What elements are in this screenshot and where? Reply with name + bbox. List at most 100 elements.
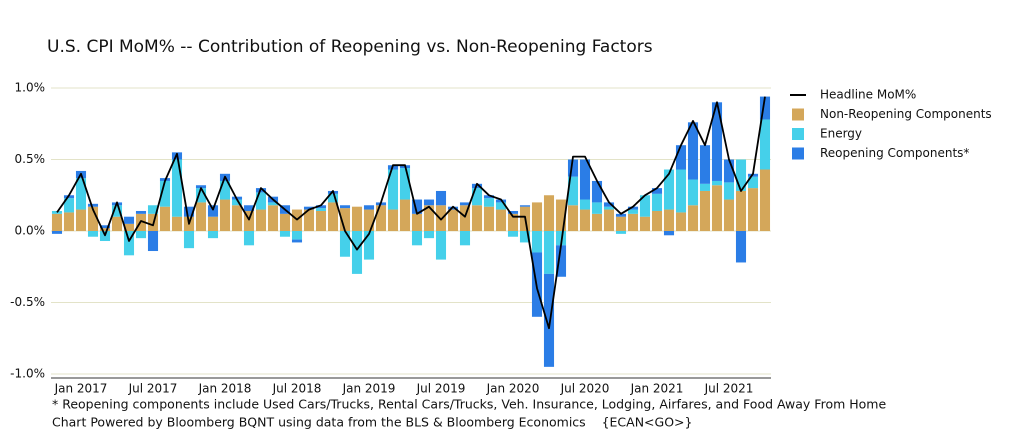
bar-segment — [423, 231, 435, 239]
bar-segment — [759, 169, 771, 231]
bar-segment — [603, 202, 615, 207]
bar-segment — [495, 209, 507, 231]
bar-segment — [483, 206, 495, 231]
bar-segment — [303, 206, 315, 210]
bar-segment — [543, 195, 555, 231]
bar-segment — [435, 205, 447, 231]
bar-segment — [735, 190, 747, 231]
bar-segment — [207, 216, 219, 231]
bar-segment — [219, 180, 231, 200]
bar-segment — [447, 209, 459, 231]
bar-segment — [675, 169, 687, 213]
legend-label: Headline MoM% — [820, 88, 916, 102]
bar-segment — [423, 199, 435, 206]
bar-segment — [147, 231, 159, 252]
bar-segment — [471, 205, 483, 231]
y-tick-label: 1.0% — [15, 81, 46, 95]
bar-segment — [207, 231, 219, 239]
bar-segment — [567, 159, 579, 177]
bar-segment — [279, 231, 291, 237]
bar-segment — [615, 213, 627, 217]
bar-segment — [123, 223, 135, 231]
bar-segment — [171, 216, 183, 231]
y-tick-label: -1.0% — [10, 367, 45, 381]
bar-segment — [87, 203, 99, 207]
bar-segment — [651, 193, 663, 211]
bar-segment — [447, 206, 459, 210]
y-tick-label: 0.0% — [15, 224, 46, 238]
bar-segment — [495, 202, 507, 210]
bar-segment — [483, 195, 495, 199]
bar-segment — [663, 231, 675, 236]
chart-title: U.S. CPI MoM% -- Contribution of Reopeni… — [47, 37, 653, 57]
bar-segment — [459, 202, 471, 206]
bar-segment — [63, 212, 75, 231]
bar-segment — [663, 169, 675, 210]
bar-segment — [627, 209, 639, 214]
bar-segment — [687, 122, 699, 180]
legend-swatch — [792, 147, 804, 160]
bar-segment — [207, 205, 219, 217]
bar-segment — [291, 231, 303, 240]
bar-segment — [591, 180, 603, 203]
bar-segment — [387, 209, 399, 231]
bar-segment — [579, 159, 591, 200]
bar-segment — [219, 199, 231, 231]
x-tick-label: Jul 2018 — [272, 382, 322, 396]
bar-segment — [267, 205, 279, 231]
bar-segment — [87, 231, 99, 237]
x-tick-label: Jan 2021 — [630, 382, 684, 396]
bar-segment — [195, 202, 207, 231]
bar-segment — [63, 198, 75, 213]
bar-segment — [123, 231, 135, 256]
bar-segment — [711, 180, 723, 186]
bar-segment — [135, 231, 147, 239]
bar-segment — [615, 216, 627, 231]
bar-segment — [231, 205, 243, 231]
bar-segment — [531, 231, 543, 253]
x-tick-label: Jul 2020 — [560, 382, 610, 396]
bar-segment — [759, 96, 771, 120]
bar-segment — [351, 231, 363, 274]
bar-segment — [159, 206, 171, 231]
footnote: * Reopening components include Used Cars… — [52, 397, 886, 412]
x-tick-label: Jan 2017 — [54, 382, 108, 396]
bar-segment — [675, 145, 687, 170]
x-tick-label: Jan 2020 — [486, 382, 540, 396]
y-tick-label: 0.5% — [15, 152, 46, 166]
bar-segment — [231, 199, 243, 206]
bar-segment — [315, 208, 327, 211]
bar-segment — [735, 159, 747, 191]
bar-segment — [411, 199, 423, 214]
bar-segment — [687, 205, 699, 231]
x-tick-label: Jul 2017 — [128, 382, 178, 396]
bar-segment — [651, 188, 663, 194]
bar-segment — [699, 183, 711, 191]
bar-segment — [87, 206, 99, 231]
bar-segment — [735, 231, 747, 263]
bar-segment — [723, 159, 735, 183]
bar-segment — [99, 228, 111, 231]
bar-segment — [195, 185, 207, 189]
bar-segment — [435, 190, 447, 206]
x-tick-label: Jan 2018 — [198, 382, 252, 396]
bar-segment — [327, 193, 339, 203]
bar-segment — [363, 205, 375, 210]
bar-segment — [147, 205, 159, 214]
bar-segment — [747, 188, 759, 231]
bar-segment — [51, 213, 63, 231]
bar-segment — [171, 159, 183, 217]
bar-segment — [555, 231, 567, 246]
bar-segment — [135, 210, 147, 214]
x-tick-label: Jan 2019 — [342, 382, 396, 396]
bar-segment — [195, 188, 207, 203]
bar-segment — [75, 178, 87, 210]
bar-segment — [507, 231, 519, 237]
bar-segment — [423, 205, 435, 231]
bar-segment — [351, 206, 363, 231]
bar-segment — [183, 231, 195, 249]
bar-segment — [579, 209, 591, 231]
bar-segment — [639, 195, 651, 217]
bar-segment — [315, 210, 327, 231]
